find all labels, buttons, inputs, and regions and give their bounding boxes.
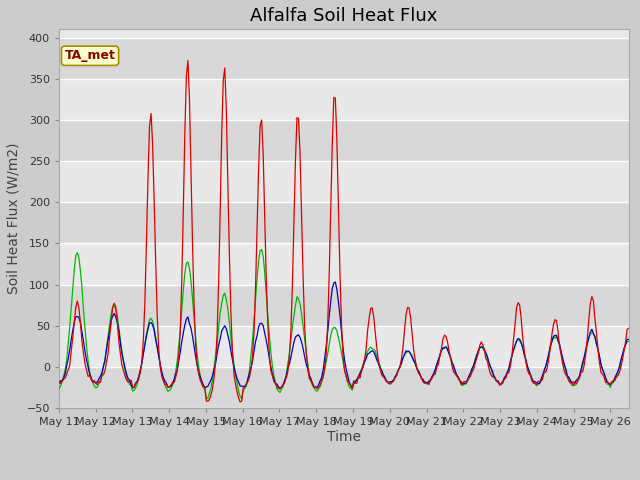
- SHF2: [616, 363, 623, 369]
- SHF2: [332, 279, 339, 285]
- SHF3: [127, 383, 135, 388]
- SHF2: [625, 336, 632, 342]
- Line: SHF1: SHF1: [59, 60, 628, 402]
- SHF1: [236, 399, 244, 405]
- SHF3: [476, 345, 484, 350]
- SHF1: [476, 343, 484, 348]
- SHF1: [184, 58, 192, 63]
- SHF2: [148, 322, 156, 327]
- SHF2: [476, 345, 484, 351]
- Text: TA_met: TA_met: [65, 49, 115, 62]
- Y-axis label: Soil Heat Flux (W/m2): Soil Heat Flux (W/m2): [7, 143, 21, 294]
- Bar: [59, 37, 628, 79]
- SHF3: [55, 386, 63, 392]
- SHF2: [348, 385, 356, 391]
- Title: Alfalfa Soil Heat Flux: Alfalfa Soil Heat Flux: [250, 7, 438, 25]
- SHF1: [625, 325, 632, 331]
- SHF2: [247, 365, 255, 371]
- SHF2: [55, 380, 63, 386]
- SHF2: [127, 382, 135, 388]
- SHF1: [250, 330, 258, 336]
- SHF1: [127, 377, 135, 383]
- SHF3: [258, 247, 266, 252]
- Bar: [59, 202, 628, 243]
- Legend: SHF1, SHF2, SHF3: SHF1, SHF2, SHF3: [215, 479, 472, 480]
- Bar: [59, 367, 628, 408]
- SHF3: [625, 338, 632, 344]
- SHF1: [348, 385, 356, 391]
- Bar: [59, 120, 628, 161]
- Line: SHF3: SHF3: [59, 250, 628, 399]
- SHF3: [202, 396, 210, 402]
- SHF1: [148, 141, 156, 146]
- SHF1: [55, 378, 63, 384]
- SHF2: [276, 385, 284, 391]
- SHF3: [616, 364, 623, 370]
- X-axis label: Time: Time: [327, 430, 361, 444]
- SHF3: [248, 338, 256, 344]
- Bar: [59, 285, 628, 325]
- SHF3: [148, 318, 156, 324]
- Line: SHF2: SHF2: [59, 282, 628, 388]
- SHF3: [348, 387, 356, 393]
- SHF1: [616, 370, 623, 375]
